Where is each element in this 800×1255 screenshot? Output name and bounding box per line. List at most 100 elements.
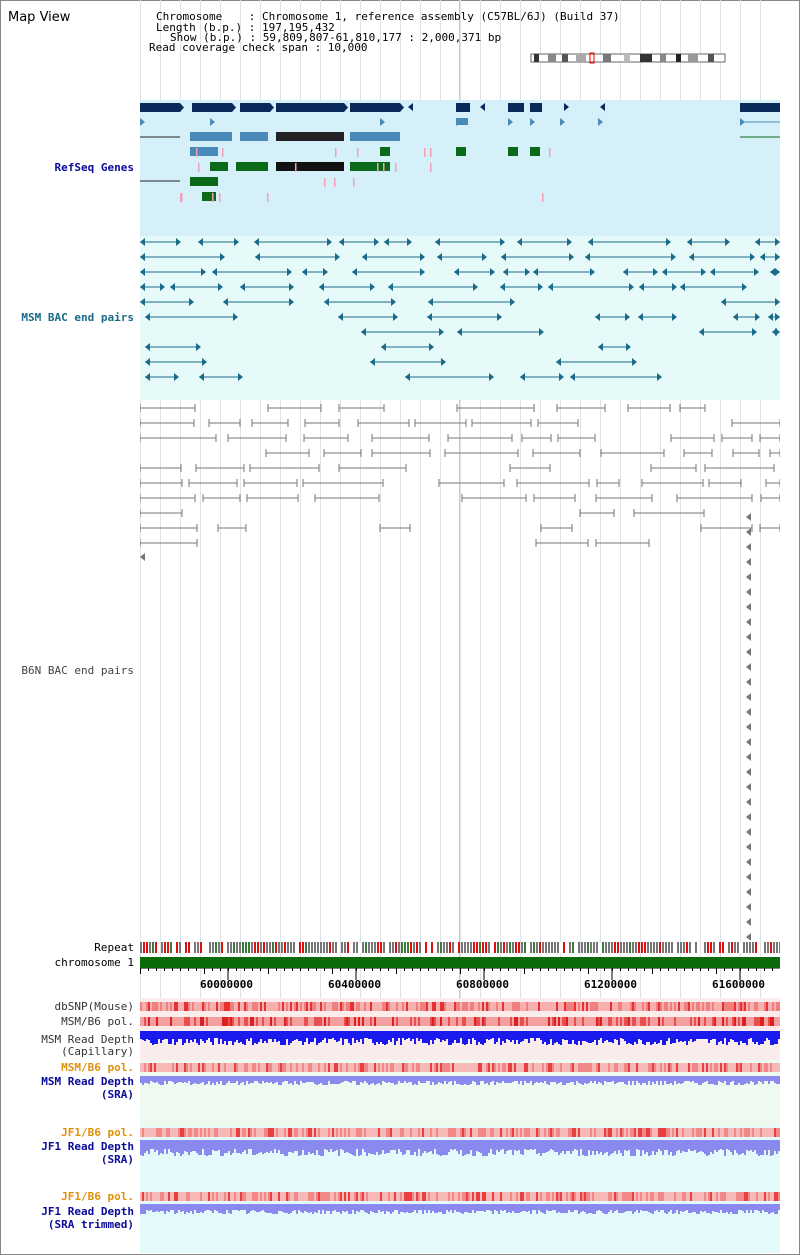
b6n-bac-glyphs[interactable] (140, 400, 780, 940)
depth-bar (706, 1076, 708, 1081)
heat-cell (438, 1192, 440, 1201)
heat-cell (276, 1192, 278, 1201)
heat-cell (266, 1128, 268, 1137)
heat-cell (480, 1192, 482, 1201)
heat-cell (164, 1002, 166, 1011)
depth-bar (174, 1076, 176, 1084)
depth-bar (360, 1031, 362, 1039)
heat-cell (500, 1017, 502, 1026)
heat-cell (696, 1128, 698, 1137)
depth-bar (612, 1076, 614, 1081)
heat-cell (430, 1192, 432, 1201)
refseq-glyphs[interactable] (140, 100, 780, 236)
dbsnp-label[interactable]: dbSNP(Mouse) (54, 1000, 134, 1013)
heat-cell (160, 1192, 162, 1201)
heat-cell (224, 1002, 226, 1011)
heat-cell (540, 1063, 542, 1072)
depth-bar (386, 1076, 388, 1083)
depth-bar (182, 1076, 184, 1083)
depth-bar (576, 1076, 578, 1081)
depth-bar (148, 1140, 150, 1154)
heat-cell (386, 1128, 388, 1137)
heat-cell (558, 1063, 560, 1072)
depth-bar (770, 1076, 772, 1081)
heat-cell (408, 1063, 410, 1072)
heat-cell (698, 1128, 700, 1137)
msm-depth-sra-label[interactable]: MSM Read Depth (41, 1075, 134, 1088)
heat-cell (390, 1017, 392, 1026)
heat-cell (432, 1192, 434, 1201)
repeat-label[interactable]: Repeat (94, 941, 134, 954)
heat-cell (196, 1017, 198, 1026)
heat-cell (622, 1002, 624, 1011)
depth-bar (148, 1031, 150, 1040)
heat-cell (656, 1017, 658, 1026)
heat-cell (446, 1017, 448, 1026)
msm-b6-pol2-label[interactable]: MSM/B6 pol. (61, 1061, 134, 1074)
heat-cell (384, 1192, 386, 1201)
heat-cell (154, 1063, 156, 1072)
heat-cell (398, 1017, 400, 1026)
heat-cell (154, 1128, 156, 1137)
heat-cell (718, 1128, 720, 1137)
pink-mark (383, 163, 385, 172)
repeat-track[interactable] (140, 942, 780, 953)
heat-cell (232, 1192, 234, 1201)
depth-bar (342, 1140, 344, 1150)
depth-bar (534, 1140, 536, 1149)
variation-tracks[interactable] (140, 998, 780, 1253)
jf1-depth-sra-label[interactable]: JF1 Read Depth (41, 1140, 134, 1153)
heat-cell (654, 1063, 656, 1072)
strand-arrow (454, 268, 459, 276)
depth-bar (460, 1076, 462, 1085)
msm-bac-glyphs[interactable] (140, 236, 780, 400)
heat-cell (344, 1063, 346, 1072)
depth-bar (434, 1076, 436, 1085)
repeat-mark (746, 942, 748, 953)
heat-cell (278, 1192, 280, 1201)
depth-bar (514, 1140, 516, 1150)
heat-cell (406, 1192, 408, 1201)
heat-cell (224, 1063, 226, 1072)
heat-cell (726, 1017, 728, 1026)
strand-arrow (680, 283, 685, 291)
depth-bar (148, 1076, 150, 1084)
depth-bar (366, 1140, 368, 1156)
jf1-depth-trim-label[interactable]: JF1 Read Depth (41, 1205, 134, 1218)
chromosome-ideogram[interactable] (528, 52, 728, 64)
heat-cell (526, 1002, 528, 1011)
depth-bar (426, 1140, 428, 1153)
msm-bac-label[interactable]: MSM BAC end pairs (21, 311, 134, 324)
depth-bar (310, 1204, 312, 1212)
depth-bar (210, 1204, 212, 1211)
depth-bar (468, 1031, 470, 1039)
refseq-label[interactable]: RefSeq Genes (54, 161, 134, 174)
depth-bar (256, 1076, 258, 1081)
heat-cell (450, 1002, 452, 1011)
heat-cell (332, 1017, 334, 1026)
jf1-b6-pol-label[interactable]: JF1/B6 pol. (61, 1126, 134, 1139)
repeat-mark (665, 942, 667, 953)
strand-arrow (429, 343, 434, 351)
msm-depth-cap-label[interactable]: MSM Read Depth (41, 1033, 134, 1046)
depth-bar (686, 1140, 688, 1152)
msm-b6-pol-label[interactable]: MSM/B6 pol. (61, 1015, 134, 1028)
chromosome-bar[interactable] (140, 957, 780, 968)
depth-bar (652, 1204, 654, 1214)
depth-bar (320, 1204, 322, 1214)
heat-cell (526, 1017, 528, 1026)
heat-cell (578, 1192, 580, 1201)
heat-cell (254, 1192, 256, 1201)
heat-cell (282, 1002, 284, 1011)
depth-bar (256, 1204, 258, 1212)
heat-cell (444, 1017, 446, 1026)
heat-cell (330, 1063, 332, 1072)
heat-cell (290, 1017, 292, 1026)
b6n-bac-label[interactable]: B6N BAC end pairs (21, 664, 134, 677)
heat-cell (544, 1063, 546, 1072)
depth-bar (750, 1031, 752, 1038)
depth-bar (334, 1204, 336, 1210)
depth-bar (644, 1031, 646, 1045)
repeat-mark (413, 942, 415, 953)
jf1-b6-pol2-label[interactable]: JF1/B6 pol. (61, 1190, 134, 1203)
